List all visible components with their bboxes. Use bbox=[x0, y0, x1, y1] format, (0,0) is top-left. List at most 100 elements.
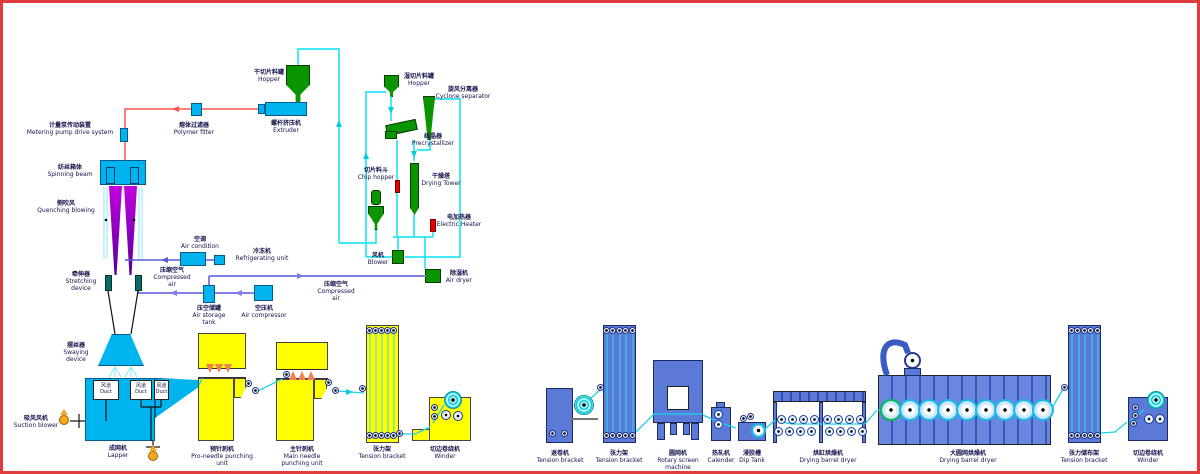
roller bbox=[622, 327, 629, 334]
stretching-device-right bbox=[135, 275, 142, 291]
needle-board-icon bbox=[206, 364, 214, 373]
needle-board-icon bbox=[224, 364, 232, 373]
swaying-device-shape bbox=[98, 334, 144, 366]
label-winder-1: 切边卷绕机 Winder bbox=[429, 446, 460, 460]
label-tension-storage: 张力储布架 Tension bracket bbox=[1060, 450, 1108, 464]
barrel-dryer-column bbox=[819, 402, 823, 443]
refrigerating-unit-box bbox=[214, 255, 225, 265]
chip-arrow-up-1 bbox=[336, 120, 342, 127]
label-cyclone-separator: 旋风分离器 Cyclone separator bbox=[435, 86, 491, 100]
precrystallizer-foot bbox=[385, 131, 397, 139]
roller bbox=[1130, 420, 1137, 427]
roller bbox=[1087, 327, 1094, 334]
label-polymer-filter: 熔体过滤器 Polymer filter bbox=[173, 122, 215, 136]
needle-board-icon bbox=[307, 371, 315, 380]
unwind-roll bbox=[574, 395, 594, 415]
lapper-duct-2: 风道 Duct bbox=[130, 380, 152, 400]
suction-blower-fan bbox=[59, 415, 69, 425]
tension-storage-frame bbox=[1068, 325, 1101, 443]
drying-cylinder bbox=[807, 427, 816, 436]
roller bbox=[1132, 412, 1139, 419]
drying-cylinder bbox=[858, 427, 867, 436]
roller bbox=[622, 432, 629, 439]
winder-1-step bbox=[412, 429, 430, 441]
roller bbox=[390, 327, 397, 334]
roller bbox=[245, 380, 252, 387]
roller bbox=[609, 327, 616, 334]
label-quenching: 侧吹风 Quenching blowing bbox=[37, 200, 95, 214]
duct-label-zh: 风道 bbox=[156, 383, 167, 389]
rotary-screen-window bbox=[667, 386, 689, 410]
metering-pump-box bbox=[120, 128, 128, 142]
rotary-screen-leg bbox=[683, 423, 690, 435]
drying-cylinder bbox=[785, 427, 794, 436]
roller bbox=[629, 327, 636, 334]
label-drying-tower: 干燥塔 Drying Tower bbox=[421, 173, 461, 187]
drying-cylinder bbox=[788, 415, 797, 424]
drying-cylinder bbox=[796, 427, 805, 436]
duct-label-zh: 风道 bbox=[100, 383, 111, 389]
main-needle-top bbox=[276, 342, 328, 371]
net-dryer-fan-base bbox=[904, 368, 921, 376]
dry-chip-hopper bbox=[286, 65, 310, 103]
roller bbox=[549, 430, 556, 437]
lapper-duct-3: 风道 Duct bbox=[154, 380, 169, 400]
pre-needle-step bbox=[234, 378, 246, 398]
winder-1-roll bbox=[444, 391, 462, 409]
label-tension-bracket-1: 张力架 Tension bracket bbox=[358, 446, 406, 460]
roller bbox=[1094, 327, 1101, 334]
drying-cylinder bbox=[847, 427, 856, 436]
blower-box bbox=[392, 250, 404, 264]
air-arrow-right bbox=[297, 273, 304, 279]
label-metering-pump: 计量泵传动装置 Metering pump drive system bbox=[26, 122, 114, 136]
label-barrel-dryer: 烘缸烘燥机 Drying barrel dryer bbox=[799, 450, 857, 464]
roller bbox=[1094, 432, 1101, 439]
web-arrow-right bbox=[346, 389, 353, 395]
needle-board-icon bbox=[298, 371, 306, 380]
unwind-shelf bbox=[570, 418, 598, 420]
label-unwinder: 退卷机 Tension bracket bbox=[536, 450, 584, 464]
drying-cylinder bbox=[774, 427, 783, 436]
label-main-needle: 主针刺机 Main needle punching unit bbox=[281, 446, 323, 467]
roller bbox=[252, 387, 259, 394]
label-dip-tank: 浸胶槽 Dip Tank bbox=[739, 450, 765, 464]
air-condition-box bbox=[180, 252, 206, 266]
label-refrigerating-unit: 冷冻机 Refrigerating unit bbox=[235, 248, 289, 262]
extruder-gear bbox=[258, 104, 265, 114]
roller bbox=[332, 387, 339, 394]
label-dry-chip-hopper: 干切片料罐 Hopper bbox=[253, 69, 284, 83]
drying-cylinder bbox=[825, 427, 834, 436]
label-calender: 热轧机 Calender bbox=[707, 450, 735, 464]
air-compressor-box bbox=[254, 285, 273, 301]
label-spinning-beam: 纺丝箱体 Spinning beam bbox=[47, 164, 93, 178]
roller bbox=[359, 385, 366, 392]
needle-board-icon bbox=[215, 364, 223, 373]
roller bbox=[1061, 384, 1068, 391]
needle-board-icon bbox=[289, 371, 297, 380]
roller bbox=[453, 411, 463, 421]
label-rotary-screen: 圆网机 Rotary screen machine bbox=[657, 450, 699, 471]
filament-cone-left bbox=[109, 186, 122, 275]
duct-label-en: Duct bbox=[155, 389, 168, 395]
barrel-dryer-column bbox=[773, 402, 777, 443]
label-net-dryer: 大圆网烘燥机 Drying barrel dryer bbox=[939, 450, 997, 464]
drying-tower-shape bbox=[410, 163, 419, 215]
rotary-valve bbox=[395, 180, 400, 193]
lapper-duct-1: 风道 Duct bbox=[93, 380, 119, 400]
roller bbox=[629, 432, 636, 439]
roller bbox=[609, 432, 616, 439]
drying-cylinder bbox=[810, 415, 819, 424]
winder-2-roll bbox=[1147, 391, 1165, 409]
roller bbox=[1144, 414, 1154, 424]
label-air-condition: 空调 Air condition bbox=[181, 236, 219, 250]
label-swaying-device: 摆丝器 Swaying device bbox=[63, 342, 89, 363]
drying-cylinder bbox=[777, 415, 786, 424]
label-tension-bracket-2: 张力架 Tension bracket bbox=[595, 450, 643, 464]
rotary-screen-body bbox=[653, 360, 703, 423]
barrel-dryer-beam bbox=[773, 391, 866, 402]
quench-air-lines bbox=[103, 187, 143, 259]
dryer-drum bbox=[1032, 399, 1054, 421]
cool-arrow-left bbox=[161, 257, 168, 263]
chip-arrow-up-2 bbox=[363, 152, 369, 159]
